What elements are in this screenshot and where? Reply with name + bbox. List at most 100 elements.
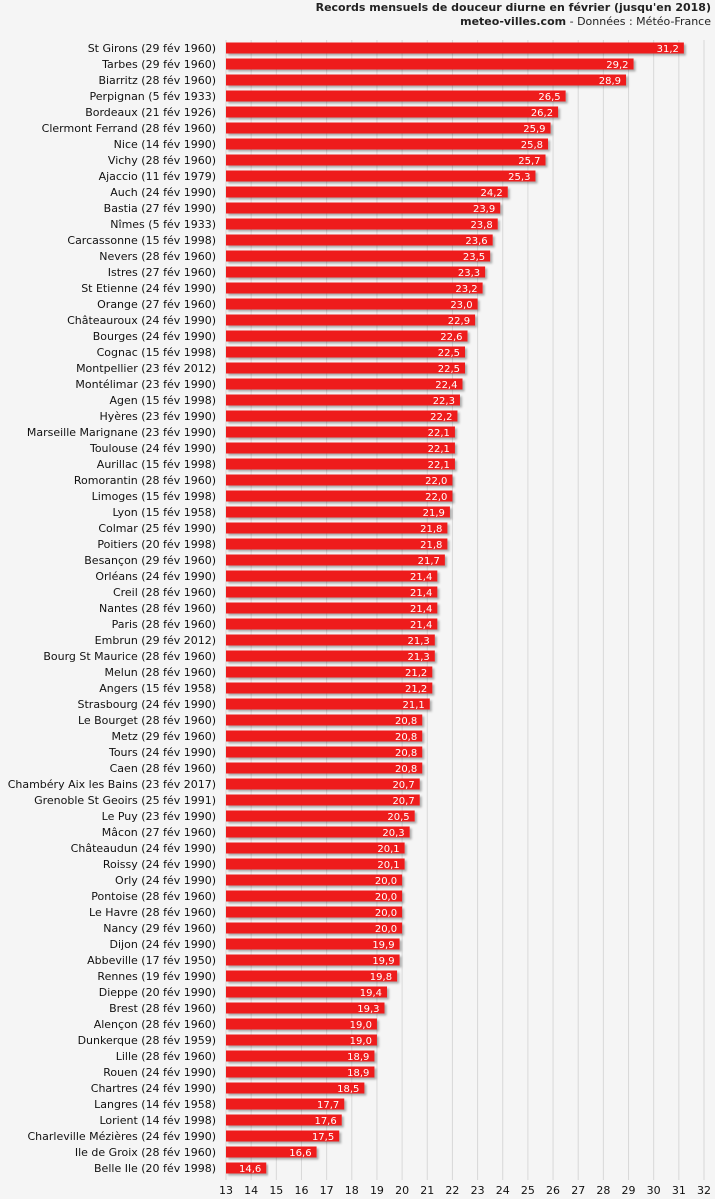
value-label: 20,3 bbox=[382, 828, 404, 839]
bar bbox=[226, 746, 423, 758]
category-label: Marseille Marignane (23 fév 1990) bbox=[27, 426, 216, 439]
value-label: 21,4 bbox=[410, 604, 432, 615]
category-label: Nice (14 fév 1990) bbox=[114, 138, 216, 151]
bar bbox=[226, 378, 463, 390]
bar bbox=[226, 394, 460, 406]
category-label: Tarbes (29 fév 1960) bbox=[101, 58, 216, 71]
value-label: 20,0 bbox=[375, 892, 397, 903]
category-label: Châteaudun (24 fév 1990) bbox=[71, 842, 216, 855]
value-label: 20,1 bbox=[377, 860, 399, 871]
bar bbox=[226, 826, 410, 838]
value-label: 23,8 bbox=[470, 220, 492, 231]
category-label: Bourges (24 fév 1990) bbox=[93, 330, 216, 343]
category-label: Chambéry Aix les Bains (23 fév 2017) bbox=[8, 778, 216, 791]
category-label: Creil (28 fév 1960) bbox=[113, 586, 216, 599]
bar bbox=[226, 170, 536, 182]
data-source: - Données : Météo-France bbox=[566, 15, 711, 28]
site-name: meteo-villes.com bbox=[460, 15, 567, 28]
category-label: Charleville Mézières (24 fév 1990) bbox=[27, 1130, 216, 1143]
value-label: 21,9 bbox=[423, 508, 445, 519]
x-tick-label: 27 bbox=[571, 1184, 585, 1197]
bar bbox=[226, 442, 455, 454]
category-label: Romorantin (28 fév 1960) bbox=[74, 474, 216, 487]
category-label: Strasbourg (24 fév 1990) bbox=[78, 698, 217, 711]
bar bbox=[226, 570, 438, 582]
value-label: 17,6 bbox=[314, 1116, 336, 1127]
bar bbox=[226, 1114, 342, 1126]
value-label: 22,0 bbox=[425, 492, 447, 503]
value-label: 20,0 bbox=[375, 876, 397, 887]
value-label: 25,9 bbox=[523, 124, 545, 135]
category-label: Toulouse (24 fév 1990) bbox=[89, 442, 216, 455]
value-label: 22,1 bbox=[428, 428, 450, 439]
category-label: Auch (24 fév 1990) bbox=[110, 186, 216, 199]
x-tick-label: 26 bbox=[546, 1184, 560, 1197]
value-label: 20,8 bbox=[395, 748, 417, 759]
bar bbox=[226, 250, 491, 262]
category-label: Le Havre (28 fév 1960) bbox=[89, 906, 216, 919]
category-label: Lyon (15 fév 1958) bbox=[112, 506, 216, 519]
category-label: Lorient (14 fév 1998) bbox=[99, 1114, 216, 1127]
bar bbox=[226, 266, 486, 278]
x-tick-label: 17 bbox=[320, 1184, 334, 1197]
bar bbox=[226, 906, 403, 918]
bar bbox=[226, 314, 476, 326]
category-labels: St Girons (29 fév 1960) Tarbes (29 fév 19… bbox=[8, 42, 216, 1175]
bar bbox=[226, 858, 405, 870]
value-label: 18,5 bbox=[337, 1084, 359, 1095]
category-label: Mâcon (27 fév 1960) bbox=[102, 826, 216, 839]
bar bbox=[226, 1018, 377, 1030]
value-label: 25,3 bbox=[508, 172, 530, 183]
value-label: 21,3 bbox=[408, 636, 430, 647]
value-label: 16,6 bbox=[289, 1148, 311, 1159]
category-label: Tours (24 fév 1990) bbox=[108, 746, 216, 759]
value-label: 23,0 bbox=[450, 300, 472, 311]
bar bbox=[226, 842, 405, 854]
category-label: Nîmes (5 fév 1933) bbox=[110, 218, 216, 231]
x-tick-label: 32 bbox=[697, 1184, 711, 1197]
bar bbox=[226, 586, 438, 598]
bar bbox=[226, 458, 455, 470]
bar bbox=[226, 202, 501, 214]
value-label: 24,2 bbox=[481, 188, 503, 199]
category-label: Caen (28 fév 1960) bbox=[110, 762, 216, 775]
category-label: Carcassonne (15 fév 1998) bbox=[67, 234, 216, 247]
category-label: Orly (24 fév 1990) bbox=[115, 874, 216, 887]
value-label: 20,1 bbox=[377, 844, 399, 855]
x-tick-label: 18 bbox=[345, 1184, 359, 1197]
chart-title: Records mensuels de douceur diurne en fé… bbox=[315, 1, 711, 14]
category-label: Istres (27 fév 1960) bbox=[108, 266, 216, 279]
value-label: 17,5 bbox=[312, 1132, 334, 1143]
x-tick-label: 25 bbox=[521, 1184, 535, 1197]
value-label: 21,7 bbox=[418, 556, 440, 567]
category-label: Biarritz (28 fév 1960) bbox=[98, 74, 216, 87]
bar bbox=[226, 1162, 267, 1174]
category-label: Besançon (29 fév 1960) bbox=[84, 554, 216, 567]
category-label: St Girons (29 fév 1960) bbox=[88, 42, 216, 55]
bar bbox=[226, 1034, 377, 1046]
value-label: 21,1 bbox=[403, 700, 425, 711]
category-label: Agen (15 fév 1998) bbox=[110, 394, 216, 407]
category-label: Le Puy (23 fév 1990) bbox=[102, 810, 216, 823]
bar bbox=[226, 346, 465, 358]
value-label: 22,1 bbox=[428, 460, 450, 471]
category-label: Cognac (15 fév 1998) bbox=[97, 346, 216, 359]
bar bbox=[226, 970, 398, 982]
bar bbox=[226, 778, 420, 790]
bar bbox=[226, 1130, 340, 1142]
value-label: 19,9 bbox=[372, 940, 394, 951]
bar bbox=[226, 986, 388, 998]
bar bbox=[226, 1066, 375, 1078]
x-tick-label: 22 bbox=[445, 1184, 459, 1197]
x-tick-label: 21 bbox=[420, 1184, 434, 1197]
category-label: Bourg St Maurice (28 fév 1960) bbox=[43, 650, 216, 663]
bar bbox=[226, 938, 400, 950]
category-label: Le Bourget (28 fév 1960) bbox=[78, 714, 216, 727]
category-label: Belle Ile (20 fév 1998) bbox=[94, 1162, 216, 1175]
bar bbox=[226, 474, 453, 486]
x-tick-label: 23 bbox=[471, 1184, 485, 1197]
bar bbox=[226, 618, 438, 630]
bar bbox=[226, 42, 684, 54]
value-label: 22,5 bbox=[438, 364, 460, 375]
